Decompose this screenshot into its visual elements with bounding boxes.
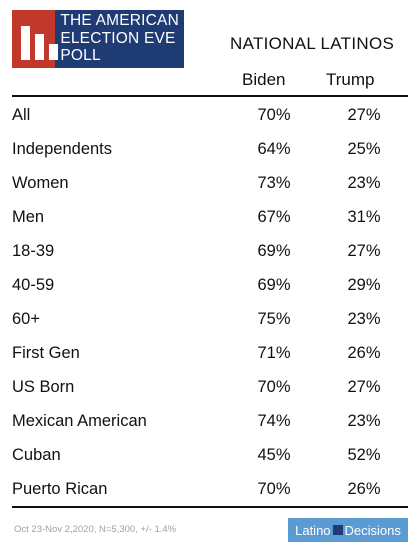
table-row: Independents 64% 25%: [12, 132, 408, 166]
row-label: 40-59: [12, 275, 55, 294]
biden-value: 75%: [257, 309, 291, 328]
trump-value: 29%: [347, 275, 381, 294]
brand-square-icon: [332, 525, 343, 535]
logo-text: THE AMERICAN ELECTION EVE POLL: [55, 10, 184, 68]
table-row: First Gen 71% 26%: [12, 336, 408, 370]
biden-value: 70%: [257, 105, 291, 124]
row-label: Cuban: [12, 445, 61, 464]
row-label: Mexican American: [12, 411, 147, 430]
chart-title: NATIONAL LATINOS: [230, 34, 395, 53]
trump-value: 52%: [347, 445, 381, 464]
trump-value: 25%: [347, 139, 381, 158]
row-label: Women: [12, 173, 69, 192]
table-row: US Born 70% 27%: [12, 370, 408, 404]
latino-decisions-logo: Latino Decisions: [288, 518, 408, 542]
trump-value: 27%: [347, 241, 381, 260]
brand-part-1: Latino: [295, 522, 331, 538]
table-row: Men 67% 31%: [12, 200, 408, 234]
table-row: Women 73% 23%: [12, 166, 408, 200]
table-row: 40-59 69% 29%: [12, 268, 408, 302]
results-table: All 70% 27% Independents 64% 25% Women 73% 23% Me…: [12, 98, 408, 506]
row-label: 60+: [12, 309, 40, 328]
biden-value: 74%: [257, 411, 291, 430]
biden-value: 73%: [257, 173, 291, 192]
logo-line: POLL: [60, 47, 101, 64]
brand-part-2: Decisions: [344, 522, 401, 538]
trump-value: 31%: [347, 207, 381, 226]
biden-value: 45%: [257, 445, 291, 464]
biden-value: 64%: [257, 139, 291, 158]
biden-value: 69%: [257, 241, 291, 260]
trump-value: 27%: [347, 105, 381, 124]
bar-chart-icon: [12, 10, 58, 68]
table-row: 18-39 69% 27%: [12, 234, 408, 268]
row-label: Puerto Rican: [12, 479, 108, 498]
logo-line: ELECTION EVE: [60, 29, 176, 47]
poll-logo: THE AMERICAN ELECTION EVE POLL: [12, 10, 184, 68]
biden-value: 70%: [257, 377, 291, 396]
table-row: 60+ 75% 23%: [12, 302, 408, 336]
row-label: First Gen: [12, 343, 80, 362]
trump-value: 23%: [347, 411, 381, 430]
row-label: 18-39: [12, 241, 55, 260]
table-row: Puerto Rican 70% 26%: [12, 472, 408, 506]
table-row: Cuban 45% 52%: [12, 438, 408, 472]
row-label: Men: [12, 207, 45, 226]
header-rule: [12, 95, 408, 97]
trump-value: 23%: [347, 173, 381, 192]
row-label: All: [12, 105, 31, 124]
biden-value: 70%: [257, 479, 291, 498]
biden-value: 67%: [257, 207, 291, 226]
biden-value: 71%: [257, 343, 291, 362]
row-label: Independents: [12, 139, 113, 158]
table-row: All 70% 27%: [12, 98, 408, 132]
logo-line: THE AMERICAN: [60, 12, 179, 29]
trump-value: 26%: [347, 479, 381, 498]
trump-value: 23%: [347, 309, 381, 328]
column-header-trump: Trump: [326, 70, 375, 89]
biden-value: 69%: [257, 275, 291, 294]
footer-rule: [12, 506, 408, 508]
survey-note: Oct 23-Nov 2,2020, N=5,300, +/- 1.4%: [14, 524, 177, 535]
row-label: US Born: [12, 377, 75, 396]
column-header-biden: Biden: [242, 70, 286, 89]
table-row: Mexican American 74% 23%: [12, 404, 408, 438]
trump-value: 27%: [347, 377, 381, 396]
trump-value: 26%: [347, 343, 381, 362]
